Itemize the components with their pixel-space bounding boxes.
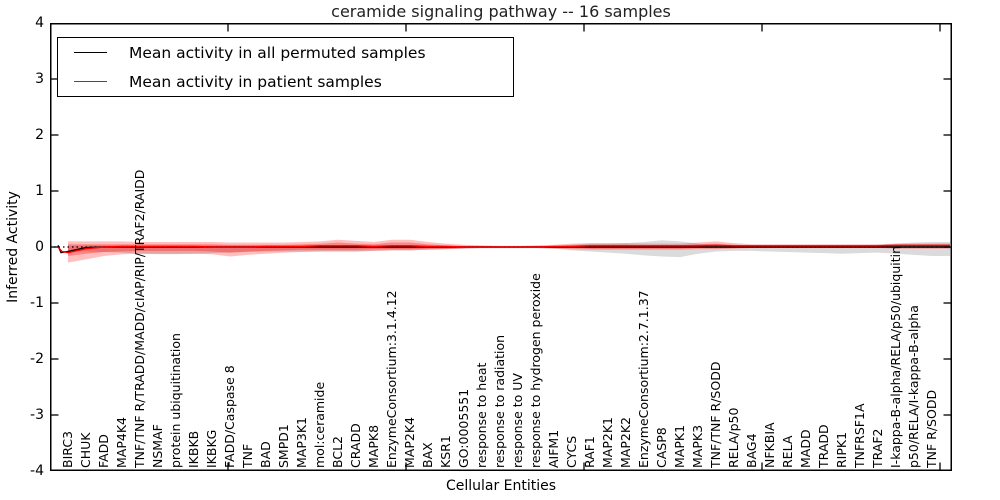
x-entity-label: SMPD1 [275, 424, 291, 468]
x-entity-label: RELA/p50 [725, 407, 741, 468]
x-entity-label: CHUK [77, 432, 93, 468]
y-tick-label: -1 [30, 295, 44, 311]
chart-title: ceramide signaling pathway -- 16 samples [331, 2, 671, 21]
x-entity-label: MAP2K1 [599, 417, 615, 468]
plot-area: BIRC3 CHUK FADD MAP4K4 TNF/TNF R/TRADD/MADD/… [50, 23, 952, 471]
x-entity-label: TNF [239, 443, 255, 468]
x-entity-label: MAPK8 [365, 424, 381, 468]
x-entity-label: MAP3K1 [293, 417, 309, 468]
x-entity-label: EnzymeConsortium:2.7.1.37 [635, 290, 651, 468]
legend-item-permuted: Mean activity in all permuted samples [58, 38, 513, 67]
x-entity-label: MAPK1 [671, 424, 687, 468]
x-entity-label: CYCS [563, 435, 579, 468]
x-entity-label: I-kappa-B-alpha/RELA/p50/ubiquitin [887, 245, 903, 468]
x-axis-label: Cellular Entities [445, 478, 557, 494]
black-line-swatch [74, 52, 107, 53]
x-entity-label: response to radiation [491, 334, 507, 468]
x-entity-label: BCL2 [329, 435, 345, 468]
x-entity-label: RIPK1 [833, 431, 849, 468]
x-entity-label: RELA [779, 435, 795, 468]
x-entity-label: NSMAF [149, 424, 165, 468]
y-tick-label: 2 [35, 127, 44, 143]
x-entity-label: response to hydrogen peroxide [527, 273, 543, 468]
x-entity-label: TRADD [815, 424, 831, 468]
red-line-swatch [74, 81, 107, 82]
y-tick-label: 0 [35, 239, 44, 255]
legend-item-patient: Mean activity in patient samples [58, 67, 513, 96]
x-entity-label: FADD [95, 434, 111, 468]
x-entity-label: RAF1 [581, 436, 597, 468]
x-entity-label: NFKBIA [761, 422, 777, 468]
x-entity-label: KSR1 [437, 435, 453, 468]
x-entity-label: FADD/Caspase 8 [221, 365, 237, 468]
y-tick-label: 4 [35, 15, 44, 31]
x-entity-label: BAG4 [743, 433, 759, 468]
x-entity-label: IKBKG [203, 429, 219, 468]
x-entity-label: MAP2K2 [617, 417, 633, 468]
x-entity-label: IKBKB [185, 430, 201, 468]
x-entity-label: BIRC3 [59, 430, 75, 468]
x-entity-label: response to UV [509, 373, 525, 468]
x-entity-label: MAPK3 [689, 424, 705, 468]
x-entity-label: BAX [419, 442, 435, 468]
x-entity-label: MAP4K4 [113, 417, 129, 468]
y-tick-label: -4 [30, 463, 44, 479]
x-entity-label: TRAF2 [869, 428, 885, 468]
x-entity-label: TNF/TNF R/TRADD/MADD/cIAP/RIP/TRAF2/RAID… [131, 169, 147, 468]
x-entity-label: CASP8 [653, 427, 669, 468]
x-entity-label: CRADD [347, 423, 363, 468]
legend: Mean activity in all permuted samples Me… [57, 37, 514, 97]
x-entity-label: TNF/TNF R/SODD [707, 361, 723, 468]
x-entity-label: MAP2K4 [401, 417, 417, 468]
legend-label: Mean activity in patient samples [129, 72, 382, 91]
y-tick-label: -3 [30, 407, 44, 423]
x-entity-label: protein ubiquitination [167, 333, 183, 468]
x-entity-label: response to heat [473, 362, 489, 468]
x-entity-label: TNF R/SODD [923, 389, 939, 468]
plot-svg [50, 23, 952, 471]
x-entity-label: TNFRSF1A [851, 403, 867, 469]
legend-label: Mean activity in all permuted samples [129, 43, 426, 62]
x-entity-label: p50/RELA/I-kappa-B-alpha [905, 305, 921, 468]
x-entity-label: BAD [257, 441, 273, 468]
x-entity-label: mol:ceramide [311, 381, 327, 468]
y-tick-label: -2 [30, 351, 44, 367]
x-entity-label: EnzymeConsortium:3.1.4.12 [383, 290, 399, 468]
y-tick-label: 3 [35, 71, 44, 87]
x-entity-label: GO:0005551 [455, 388, 471, 468]
y-tick-label: 1 [35, 183, 44, 199]
x-entity-label: MADD [797, 429, 813, 468]
x-entity-label: AIFM1 [545, 429, 561, 468]
